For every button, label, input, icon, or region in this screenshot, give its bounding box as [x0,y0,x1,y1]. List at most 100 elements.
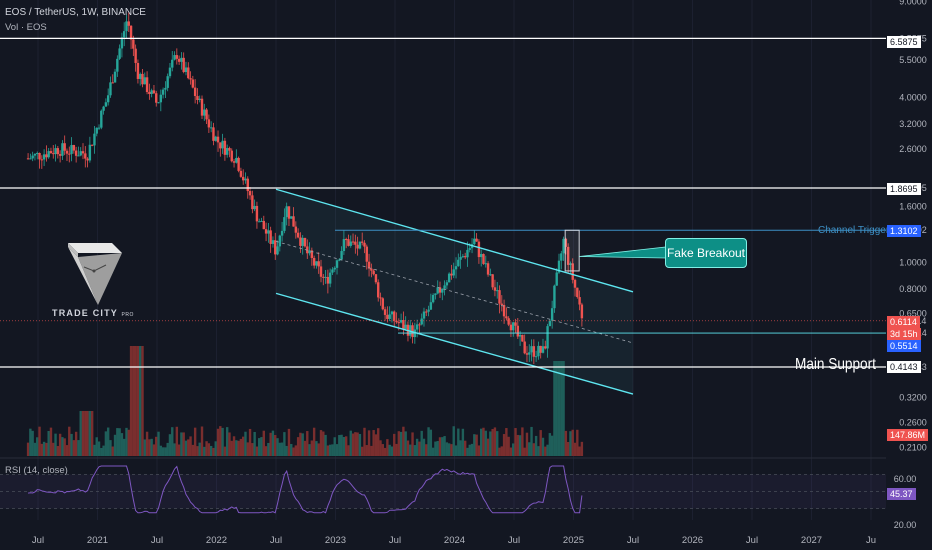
candle-body [498,290,501,304]
volume-bar [489,431,492,456]
volume-bar [214,441,217,456]
volume-bar [573,442,577,456]
volume-bar [457,428,460,456]
candle-body [95,127,98,134]
main-support-label[interactable]: Main Support [795,356,876,373]
price-tag-1-3102: 1.3102 [887,225,921,237]
volume-bar [409,444,412,456]
volume-bar [212,447,215,456]
volume-bar [38,426,41,456]
x-tick-label: Jul [270,535,282,546]
candle-body [209,127,213,129]
volume-bar [173,443,176,456]
candle-body [532,346,536,357]
candle-body [132,39,135,49]
candle-body [415,324,419,330]
candle-body [516,325,520,337]
candle-body [127,21,130,26]
price-tag-current: 0.6114 [887,316,920,328]
candle-body [326,276,330,284]
volume-bar [310,440,314,456]
volume-bar [143,439,146,456]
volume-bar [200,426,204,456]
channel-upper-line[interactable] [275,188,634,293]
volume-bar [100,447,103,456]
volume-bar [351,433,355,456]
fake-breakout-callout[interactable]: Fake Breakout [665,238,747,268]
volume-bar [175,426,179,456]
volume-bar [40,443,44,456]
volume-bar [367,430,371,456]
volume-bar [230,440,233,456]
volume-bar [45,442,48,456]
candle-body [29,158,32,160]
volume-bar [198,442,201,456]
candle-body [514,322,517,326]
rsi-line [28,465,583,514]
volume-bar [347,445,350,456]
candle-body [560,253,563,261]
channel-trigger-label[interactable]: Channel Trigger [818,225,890,236]
volume-bar [258,438,261,456]
candle-body [145,77,149,93]
volume-bar [358,433,362,456]
volume-bars [26,346,584,456]
candle-body [193,87,197,97]
candle-body [390,311,394,315]
rsi-legend: RSI (14, close) [5,465,68,476]
volume-bar [65,445,69,456]
candle-body [528,352,531,355]
candle-body [31,155,34,159]
candle-body [477,241,481,258]
candle-body [102,106,105,111]
candle-body [562,238,565,254]
x-tick-label: 2026 [682,535,703,546]
candle-body [344,239,348,241]
volume-bar [498,447,501,456]
volume-bar [431,447,435,456]
candle-body [52,153,55,155]
volume-bar [580,441,584,456]
channel-lower-line[interactable] [275,292,634,395]
candle-body [143,77,146,85]
y-tick-label: 0.2600 [899,417,927,427]
rsi-tick-label: 20.00 [894,520,917,530]
price-tag-6-5875: 6.5875 [887,36,921,48]
volume-bar [219,426,222,456]
candle-body [134,48,137,63]
volume-bar [102,445,105,456]
volume-bar [486,438,490,456]
candle-body [122,31,126,38]
volume-bar [86,411,89,456]
fake-breakout-box[interactable] [564,229,580,272]
volume-bar [296,437,300,456]
candle-body [576,287,579,298]
candle-body [505,316,508,319]
volume-bar [70,433,73,456]
volume-bar [155,436,158,456]
volume-bar [397,431,401,456]
candle-body [230,150,233,162]
x-tick-label: 2021 [87,535,108,546]
candle-body [258,221,261,223]
volume-bar [319,430,323,456]
rsi-pane [0,457,886,514]
volume-bar [235,440,238,456]
candle-body [191,79,195,88]
x-tick-label: 2022 [206,535,227,546]
candle-body [150,90,153,95]
channel-mid-line[interactable] [275,240,634,344]
countdown-tag: 3d 15h [887,328,921,340]
candle-body [541,346,545,353]
volume-bar [246,442,249,456]
candle-body [296,232,300,238]
volume-bar [555,361,558,456]
volume-bar [324,434,327,456]
volume-bar [166,442,169,456]
volume-bar [84,411,87,456]
volume-bar [447,443,451,456]
volume-bar [482,427,485,456]
candle-body [340,251,343,260]
candle-body [136,62,140,79]
